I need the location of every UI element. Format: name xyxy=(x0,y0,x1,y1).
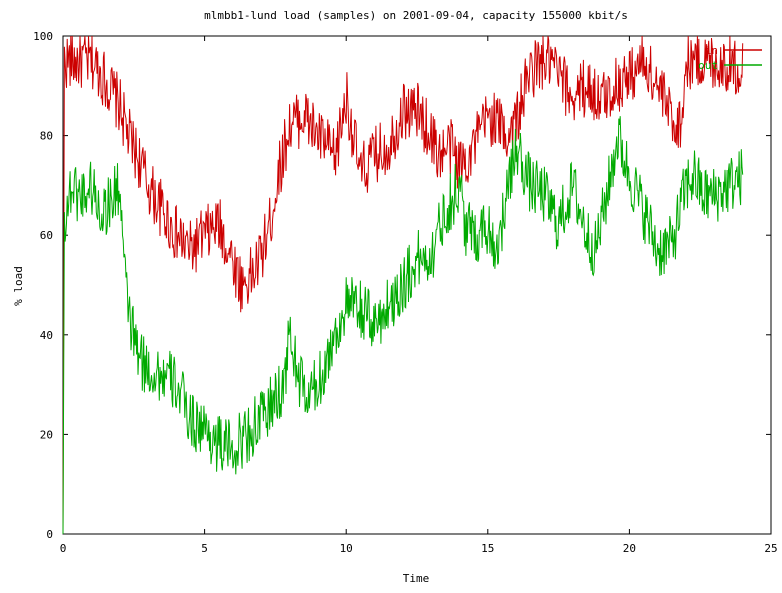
x-tick-label: 15 xyxy=(481,542,494,555)
series-in xyxy=(62,35,744,535)
y-tick-label: 100 xyxy=(33,30,53,43)
x-tick-label: 25 xyxy=(764,542,777,555)
x-tick-label: 20 xyxy=(623,542,636,555)
x-tick-label: 0 xyxy=(60,542,67,555)
series-line-in xyxy=(62,35,744,535)
x-axis-label: Time xyxy=(403,572,430,585)
y-tick-label: 20 xyxy=(40,428,53,441)
y-tick-label: 0 xyxy=(46,528,53,541)
legend-label-out: out xyxy=(698,59,718,72)
legend-label-in: in xyxy=(705,44,718,57)
axes: 0 5 10 15 20 25 0 20 40 60 80 100 xyxy=(33,30,778,555)
y-tick-label: 80 xyxy=(40,130,53,143)
x-tick-label: 5 xyxy=(201,542,208,555)
plot-frame xyxy=(62,35,772,535)
y-tick-label: 60 xyxy=(40,229,53,242)
series-out xyxy=(62,116,744,535)
series-line-out xyxy=(62,116,744,535)
legend: in out xyxy=(698,44,762,72)
y-tick-label: 40 xyxy=(40,329,53,342)
chart-title: mlmbb1-lund load (samples) on 2001-09-04… xyxy=(204,9,628,22)
y-axis-label: % load xyxy=(12,266,25,306)
x-tick-label: 10 xyxy=(340,542,353,555)
series-layer xyxy=(62,35,744,535)
